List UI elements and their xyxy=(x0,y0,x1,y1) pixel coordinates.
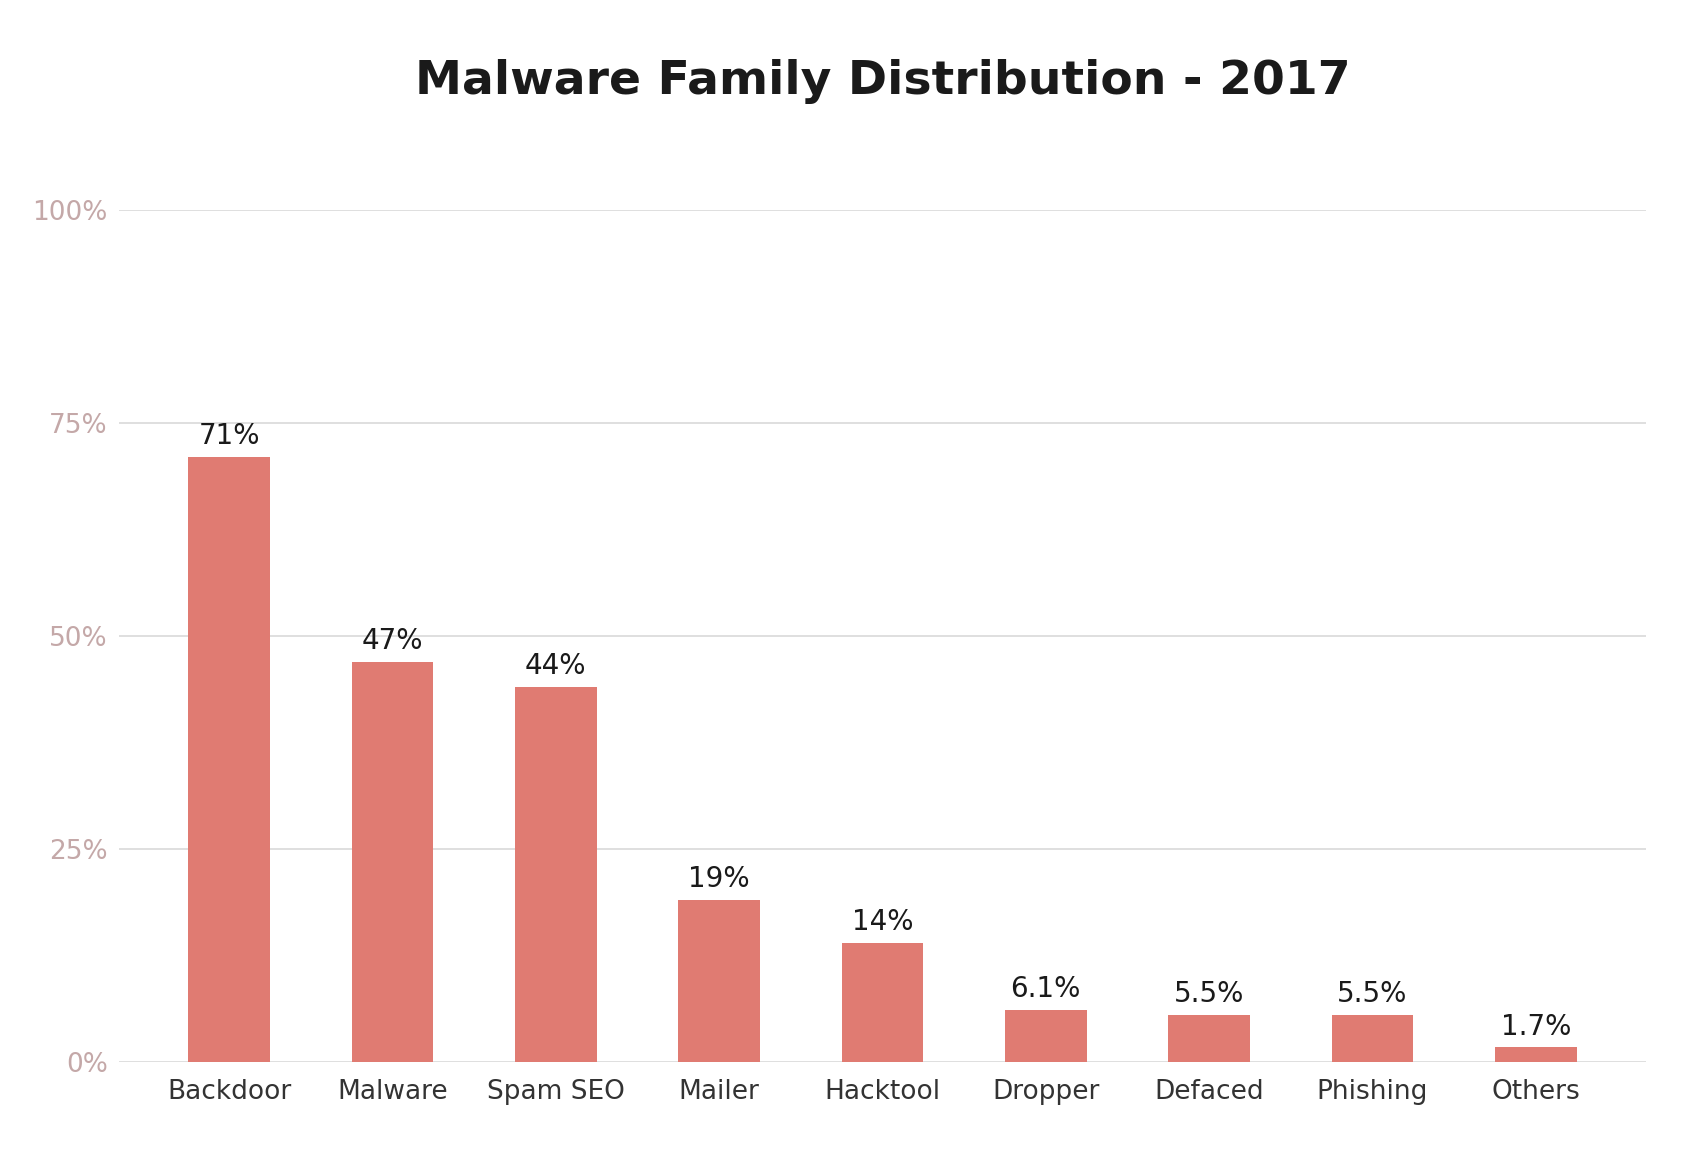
Bar xyxy=(351,662,433,1062)
Bar xyxy=(842,943,923,1062)
Text: 1.7%: 1.7% xyxy=(1500,1013,1571,1041)
Text: 71%: 71% xyxy=(199,422,260,450)
Bar xyxy=(1005,1009,1086,1062)
Bar xyxy=(1495,1048,1577,1062)
Text: 44%: 44% xyxy=(524,652,587,680)
Bar xyxy=(514,687,597,1062)
Text: 19%: 19% xyxy=(689,865,750,893)
Bar xyxy=(188,457,270,1062)
Text: 6.1%: 6.1% xyxy=(1011,976,1081,1004)
Bar xyxy=(1168,1015,1251,1062)
Text: Malware Family Distribution - 2017: Malware Family Distribution - 2017 xyxy=(414,60,1351,104)
Text: 14%: 14% xyxy=(852,908,913,936)
Bar xyxy=(679,900,760,1062)
Bar xyxy=(1332,1015,1414,1062)
Text: 5.5%: 5.5% xyxy=(1174,980,1244,1008)
Text: 47%: 47% xyxy=(361,627,423,655)
Text: 5.5%: 5.5% xyxy=(1337,980,1409,1008)
